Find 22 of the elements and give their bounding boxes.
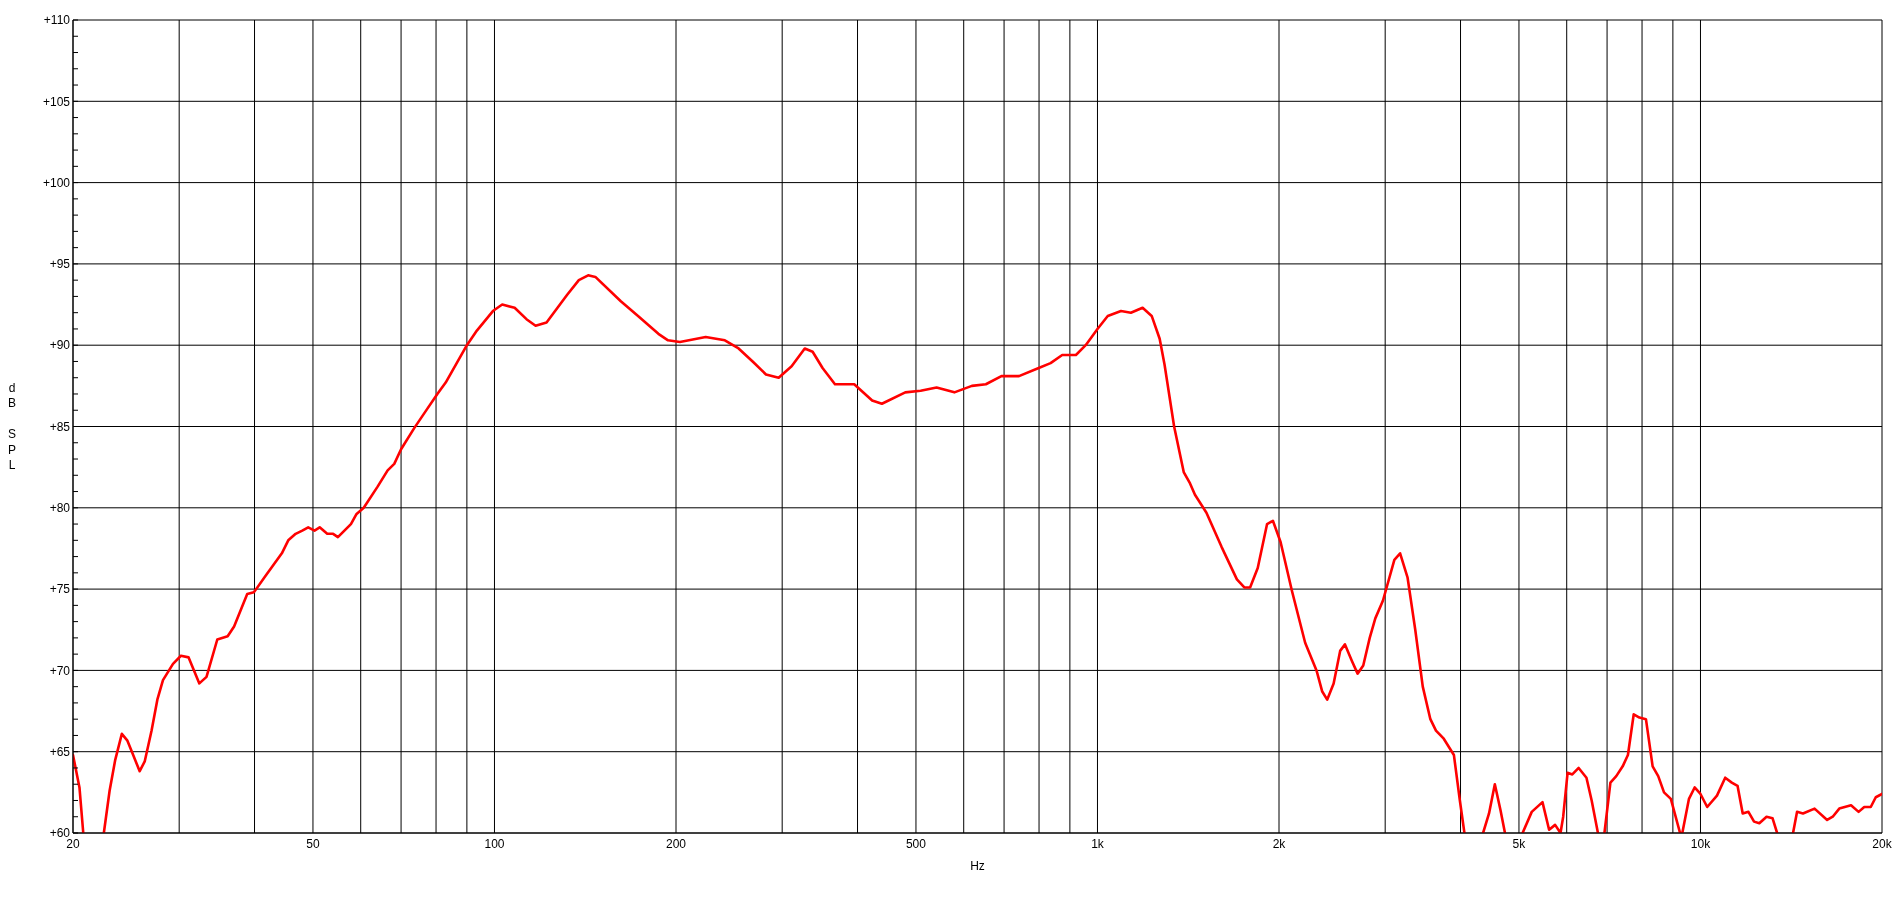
x-tick-label: 500 bbox=[905, 836, 927, 851]
y-tick-label: +70 bbox=[49, 663, 71, 678]
x-tick-label: 20k bbox=[1872, 836, 1893, 851]
x-tick-label: 50 bbox=[306, 836, 320, 851]
x-tick-label: 1k bbox=[1091, 836, 1105, 851]
x-tick-label: 10k bbox=[1690, 836, 1712, 851]
x-tick-label: 200 bbox=[665, 836, 687, 851]
y-tick-label: +105 bbox=[42, 94, 71, 109]
y-tick-label: +75 bbox=[49, 582, 71, 597]
y-tick-label: +85 bbox=[49, 419, 71, 434]
y-tick-label: +80 bbox=[49, 501, 71, 515]
x-tick-label: 5k bbox=[1512, 836, 1527, 851]
y-tick-label: +95 bbox=[49, 257, 71, 272]
text: dB SPL bbox=[7, 380, 17, 473]
y-tick-label: +90 bbox=[49, 338, 71, 353]
x-tick-label: 100 bbox=[484, 836, 505, 851]
y-tick-label: +65 bbox=[49, 744, 71, 759]
x-tick-label: 20 bbox=[66, 836, 80, 851]
x-tick-label: 2k bbox=[1272, 836, 1287, 851]
y-tick-label: +100 bbox=[42, 175, 71, 190]
y-tick-label: +110 bbox=[43, 13, 71, 28]
x-axis-title: Hz bbox=[970, 859, 985, 873]
